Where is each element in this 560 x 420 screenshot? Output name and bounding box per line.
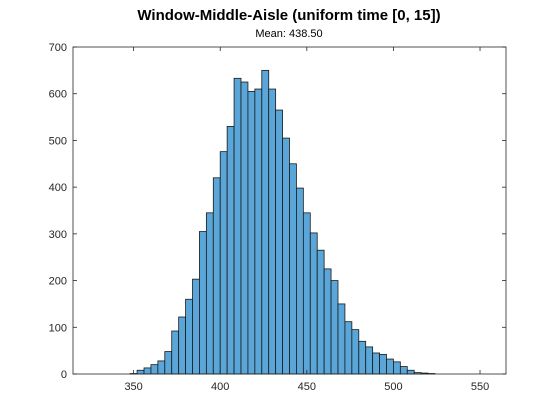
y-tick-label: 500: [49, 135, 67, 147]
x-tick-label: 350: [124, 381, 142, 393]
x-tick-label: 450: [298, 381, 316, 393]
x-tick-label: 550: [471, 381, 489, 393]
histogram-bar: [157, 360, 166, 375]
histogram-bar: [344, 321, 353, 375]
histogram-bar: [282, 137, 290, 375]
y-axis-ticks: 0 100 200 300 400 500 600 700: [49, 42, 506, 381]
x-tick-label: 400: [211, 381, 229, 393]
bars-group: [129, 69, 436, 375]
histogram-bar: [199, 231, 207, 375]
histogram-bar: [365, 346, 374, 375]
histogram-bar: [261, 69, 270, 375]
histogram-bar: [150, 364, 159, 375]
histogram-bar: [379, 353, 387, 375]
histogram-bar: [406, 369, 415, 375]
histogram-bar: [171, 330, 180, 375]
histogram-bar: [192, 278, 200, 375]
histogram-bar: [337, 303, 346, 375]
histogram-bar: [219, 151, 228, 375]
histogram-bar: [275, 109, 283, 375]
histogram-bar: [316, 249, 325, 375]
histogram-bar: [393, 361, 401, 375]
histogram-bar: [399, 366, 408, 375]
histogram-bar: [233, 77, 242, 375]
histogram-bar: [136, 369, 145, 375]
y-tick-label: 400: [49, 182, 67, 194]
x-axis-ticks: 350 400 450 500 550: [124, 47, 489, 393]
histogram-bar: [143, 367, 152, 375]
x-tick-label: 500: [384, 381, 402, 393]
histogram-bar: [386, 358, 394, 375]
histogram-bar: [164, 351, 173, 375]
histogram-bar: [178, 316, 186, 375]
histogram-bar: [372, 352, 380, 375]
y-tick-label: 100: [49, 322, 67, 334]
y-tick-label: 0: [61, 369, 67, 381]
histogram-bar: [254, 88, 263, 375]
histogram-bar: [302, 212, 311, 375]
chart-subtitle: Mean: 438.50: [255, 28, 322, 40]
histogram-bar: [247, 90, 256, 375]
histogram-bar: [212, 177, 221, 375]
histogram-bar: [240, 81, 249, 375]
y-tick-label: 200: [49, 276, 67, 288]
histogram-bar: [309, 232, 318, 375]
y-tick-label: 300: [49, 229, 67, 241]
histogram-bar: [296, 187, 304, 375]
axes-box: [72, 46, 507, 375]
histogram-bar: [205, 212, 214, 375]
histogram-bar: [185, 298, 193, 375]
histogram-bar: [330, 280, 339, 375]
histogram-bar: [358, 340, 367, 375]
histogram-bar: [268, 88, 277, 375]
histogram-bar: [351, 329, 360, 375]
histogram-bar: [323, 268, 332, 375]
chart-title: Window-Middle-Aisle (uniform time [0, 15…: [137, 7, 440, 24]
histogram-bar: [226, 126, 235, 375]
histogram-bar: [289, 163, 297, 375]
y-tick-label: 700: [49, 42, 67, 54]
y-tick-label: 600: [49, 89, 67, 101]
